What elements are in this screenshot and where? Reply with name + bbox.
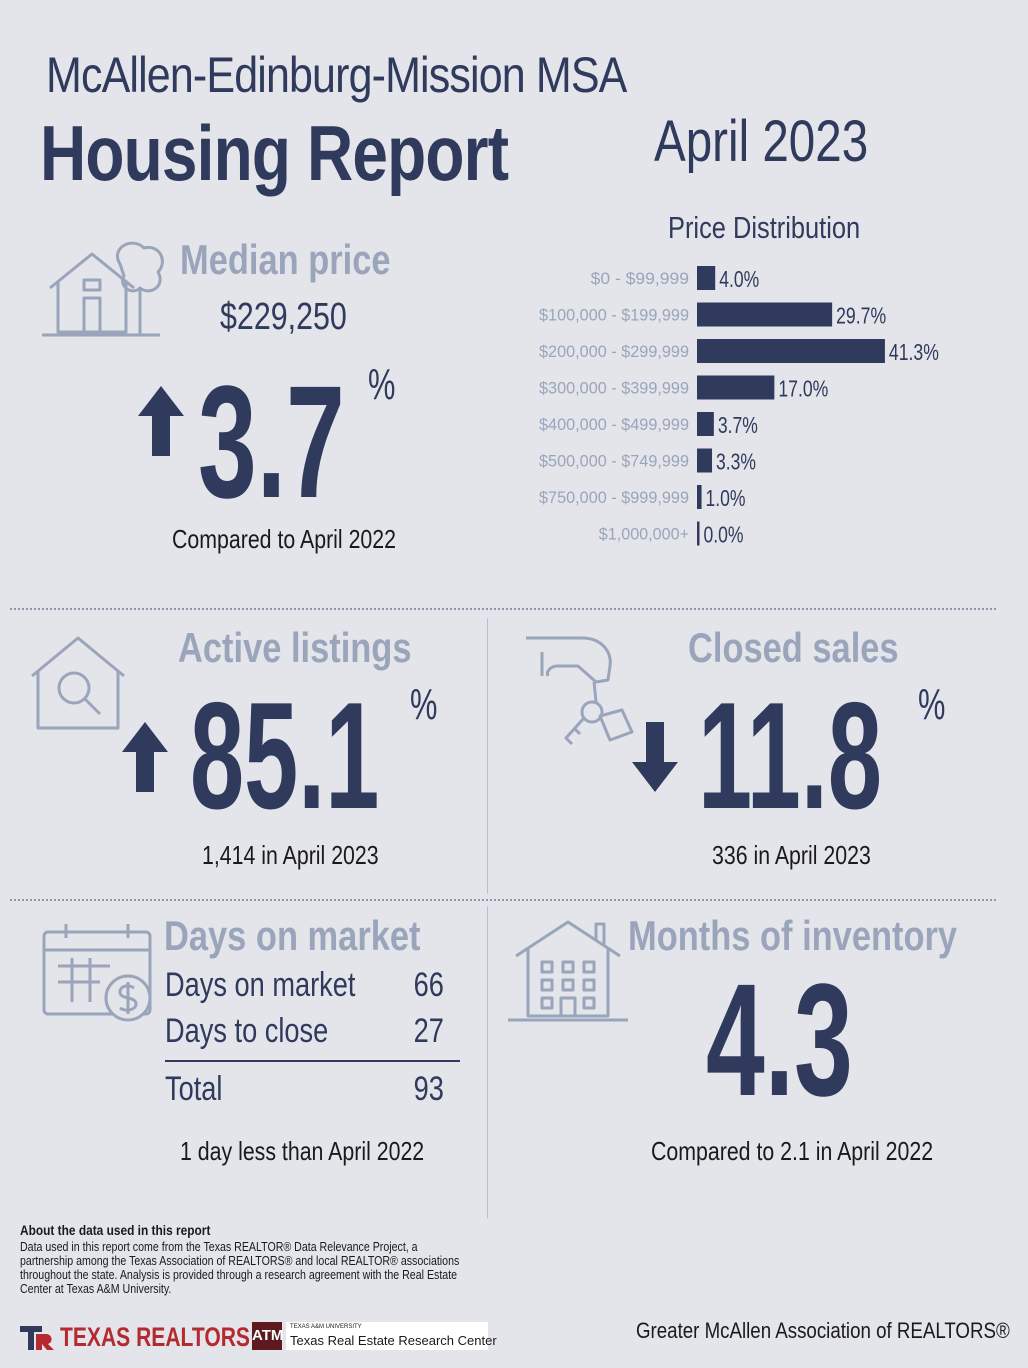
months-inventory-heading: Months of inventory: [628, 912, 958, 959]
price-bar: [697, 412, 714, 436]
bar-value-label: 17.0%: [778, 376, 828, 402]
bar-value-label: 29.7%: [836, 303, 886, 329]
footer-organization: Greater McAllen Association of REALTORS®: [636, 1318, 1010, 1343]
median-price-change-unit: %: [368, 360, 396, 409]
median-price-caption: Compared to April 2022: [172, 524, 397, 554]
tamu-logo-icon: ATM: [252, 1322, 283, 1350]
texas-realtors-logo-icon: [20, 1326, 54, 1350]
bar-value-label: 1.0%: [706, 485, 746, 511]
bar-value-label: 41.3%: [889, 339, 939, 365]
hand-keys-icon: [526, 636, 634, 746]
total-label: Total: [165, 1070, 223, 1108]
bar-category-label: $750,000 - $999,999: [539, 488, 689, 507]
dom-row-label: Days on market: [165, 966, 356, 1004]
divider-horizontal-2: [10, 899, 996, 901]
house-search-icon: [31, 636, 125, 730]
median-price-change: 3.7: [198, 352, 345, 531]
days-to-close-label: Days to close: [165, 1012, 329, 1050]
bar-category-label: $100,000 - $199,999: [539, 306, 689, 325]
months-inventory-caption: Compared to 2.1 in April 2022: [651, 1136, 934, 1166]
price-bar: [697, 485, 702, 509]
divider-horizontal-1: [10, 608, 996, 610]
active-listings-heading: Active listings: [178, 624, 412, 671]
days-on-market-caption: 1 day less than April 2022: [180, 1136, 425, 1166]
house-tree-icon: [42, 241, 164, 337]
building-icon: [508, 920, 628, 1022]
bar-value-label: 0.0%: [704, 522, 744, 548]
closed-sales-change-unit: %: [918, 680, 946, 729]
bar-category-label: $200,000 - $299,999: [539, 342, 689, 361]
price-bar: [697, 448, 713, 473]
median-price-value: $229,250: [220, 296, 347, 338]
report-title: Housing Report: [40, 109, 509, 197]
about-body: Data used in this report come from the T…: [20, 1240, 460, 1296]
report-region: McAllen-Edinburg-Mission MSA: [46, 47, 627, 103]
active-listings-change-unit: %: [410, 680, 438, 729]
divider-vertical-1: [487, 618, 488, 894]
dom-row-value: 66: [413, 966, 444, 1004]
total-rule: [165, 1060, 460, 1062]
bar-value-label: 3.3%: [716, 449, 756, 475]
price-distribution-chart: $0 - $99,999 4.0% $100,000 - $199,999 29.7%…: [539, 266, 939, 548]
price-bar: [697, 266, 716, 290]
total-value: 93: [413, 1070, 444, 1108]
bar-category-label: $400,000 - $499,999: [539, 415, 689, 434]
arrow-down-icon: [632, 722, 678, 792]
price-distribution-title: Price Distribution: [668, 210, 861, 245]
bar-category-label: $0 - $99,999: [591, 269, 689, 288]
closed-sales-heading: Closed sales: [688, 624, 899, 671]
days-on-market-heading: Days on market: [164, 912, 421, 959]
price-bar: [697, 521, 700, 546]
bar-category-label: $500,000 - $749,999: [539, 452, 689, 471]
tamu-logo-box: [286, 1322, 488, 1350]
median-price-heading: Median price: [180, 236, 391, 283]
closed-sales-change: 11.8: [698, 671, 882, 841]
texas-realtors-logo-text: TEXAS REALTORS: [60, 1322, 250, 1352]
calendar-dollar-icon: [42, 924, 152, 1022]
bar-category-label: $1,000,000+: [599, 525, 689, 544]
active-listings-caption: 1,414 in April 2023: [202, 840, 379, 870]
closed-sales-caption: 336 in April 2023: [712, 840, 871, 870]
price-bar: [697, 302, 833, 327]
bar-value-label: 4.0%: [719, 266, 759, 292]
tamu-small-text: TEXAS A&M UNIVERSITY: [290, 1324, 362, 1330]
arrow-up-icon: [138, 386, 184, 456]
tamu-center-text: Texas Real Estate Research Center: [290, 1333, 497, 1348]
price-bar: [697, 339, 885, 363]
bar-value-label: 3.7%: [718, 412, 758, 438]
price-bar: [697, 375, 775, 400]
about-heading: About the data used in this report: [20, 1222, 211, 1238]
report-date: April 2023: [654, 109, 869, 174]
divider-vertical-2: [487, 906, 488, 1218]
arrow-up-icon: [122, 722, 168, 792]
active-listings-change: 85.1: [190, 671, 380, 841]
days-to-close-value: 27: [413, 1012, 444, 1050]
bar-category-label: $300,000 - $399,999: [539, 379, 689, 398]
months-inventory-value: 4.3: [706, 950, 853, 1129]
